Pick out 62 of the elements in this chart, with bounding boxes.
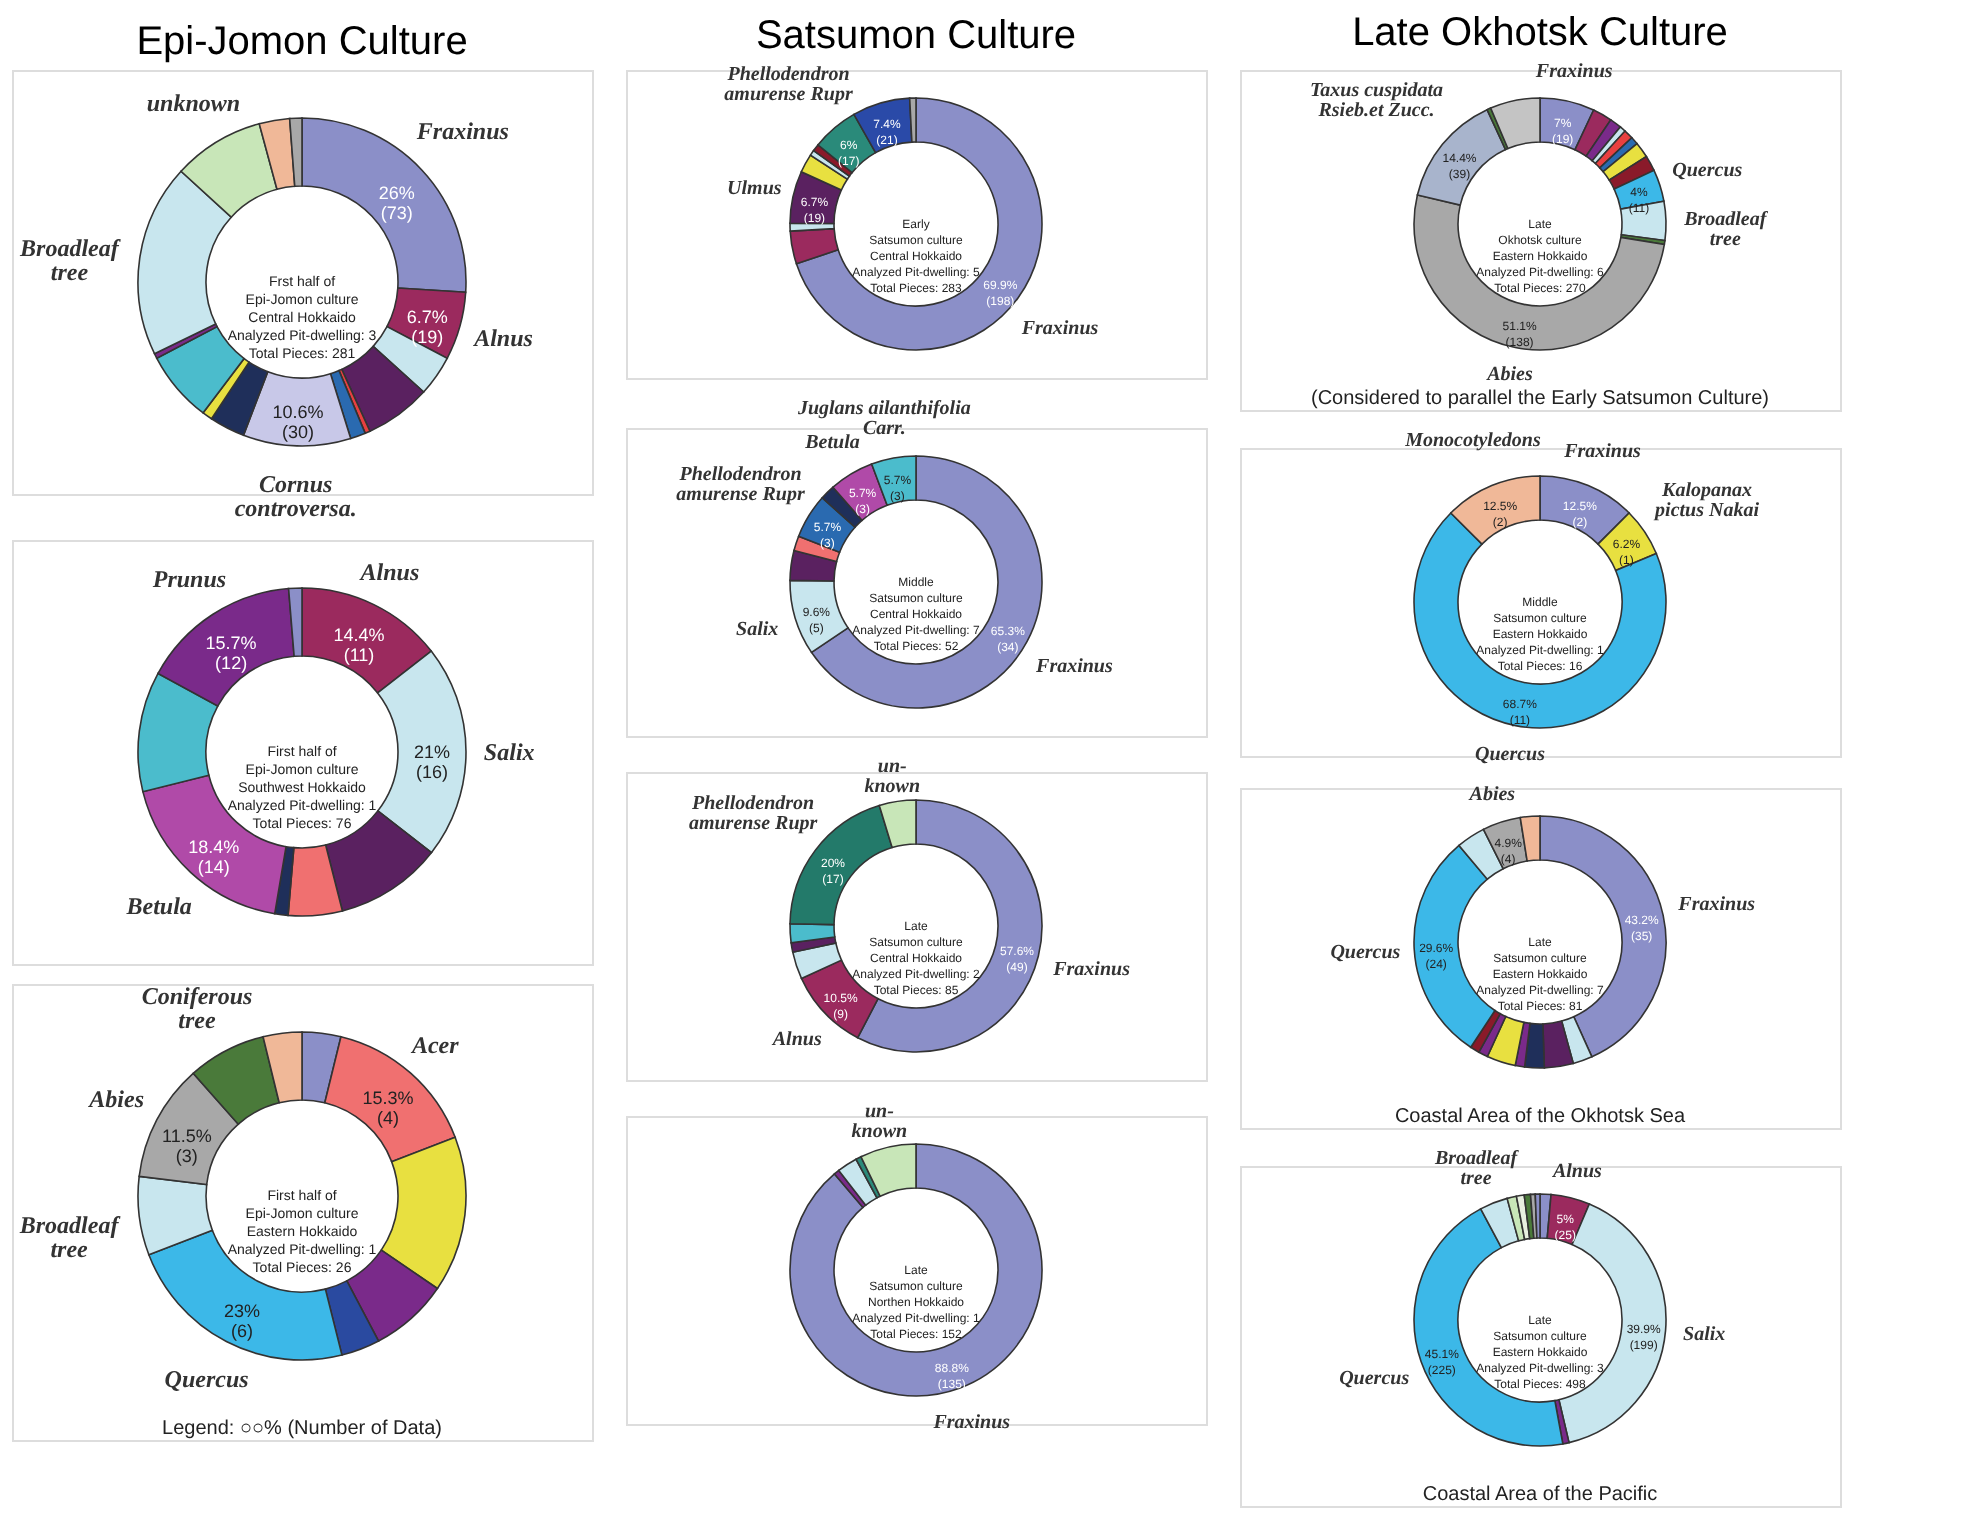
slice-label: Ulmus (727, 178, 782, 201)
slice-label: Alnus (358, 557, 420, 586)
slice-label: Fraxinus (1051, 959, 1131, 982)
slice-label: Coniferous tree (141, 981, 254, 1034)
data-label: 14.4% (11) (333, 625, 385, 666)
slice-label: Fraxinus (931, 1411, 1011, 1434)
text: Coastal Area of the Pacific (1422, 1484, 1658, 1506)
slice-label: Taxus cuspidata Rsieb.et Zucc. (1309, 80, 1444, 123)
slice-label: Broadleaf tree (18, 234, 121, 287)
slice-label: Salix (736, 619, 779, 642)
slice-label: Fraxinus (1019, 317, 1099, 340)
slice-label: Phellodendron amurense Rupr (724, 63, 853, 106)
slice-label: un- known (864, 756, 921, 799)
slice-label: Broadleaf tree (17, 1210, 121, 1263)
data-label: 18.4% (14) (188, 837, 240, 878)
donut-slice (1486, 1015, 1525, 1067)
slice-label: Broadleaf tree (1432, 1148, 1521, 1191)
slice-label: Quercus (1474, 743, 1546, 766)
slice-label: Phellodendron amurense Rupr (676, 463, 805, 506)
slice-label: Salix (483, 737, 535, 766)
slice-label: Fraxinus (1676, 893, 1756, 916)
slice-label: Fraxinus (1034, 656, 1113, 679)
slice-label: Prunus (152, 564, 227, 593)
slice-label: Quercus (1672, 160, 1743, 183)
slice-label: Alnus (770, 1028, 822, 1051)
slice-label: Alnus (1550, 1160, 1603, 1183)
slice-label: Fraxinus (1562, 441, 1642, 464)
donut-slice (837, 1158, 878, 1207)
slice-label: Abies (1467, 783, 1516, 806)
data-label: 6.7% (19) (406, 307, 448, 348)
slice-label: Fraxinus (414, 116, 510, 145)
data-label: 21% (16) (413, 741, 451, 782)
slice-label: un- known (851, 1100, 909, 1143)
chart-title: Late Okhotsk Culture (1352, 10, 1728, 55)
data-label: 23% (6) (224, 1301, 261, 1342)
chart-title: Epi-Jomon Culture (136, 20, 468, 64)
slice-label: Cornus controversa. (234, 470, 357, 523)
slice-label: Alnus (472, 324, 534, 353)
slice-label: Betula (124, 892, 192, 921)
slice-label: Quercus (1339, 1367, 1410, 1390)
slice-label: Broadleaf tree (1682, 209, 1770, 252)
slice-label: Phellodendron amurense Rupr (688, 793, 818, 836)
slice-label: Abies (87, 1084, 145, 1113)
slice-label: unknown (146, 89, 241, 118)
slice-label: Quercus (1330, 942, 1401, 965)
text: Legend: ○○% (Number of Data) (162, 1418, 442, 1440)
data-label: 10.6% (30) (272, 401, 324, 442)
slice-label: Salix (1683, 1323, 1726, 1346)
chart-title: Satsumon Culture (755, 13, 1077, 58)
data-label: 26% (73) (378, 183, 415, 224)
slice-label: Abies (1485, 363, 1533, 386)
slice-label: Quercus (164, 1365, 250, 1394)
text: (Considered to parallel the Early Satsumon Culture) (1311, 388, 1769, 410)
slice-label: Kalopanax pictus Nakai (1653, 480, 1760, 523)
data-label: 15.7% (12) (205, 633, 257, 674)
slice-label: Monocotyledons (1403, 430, 1541, 453)
slice-label: Acer (409, 1030, 460, 1059)
data-label: 15.3% (4) (362, 1088, 414, 1129)
data-label: 11.5% (3) (161, 1125, 212, 1166)
slice-label: Fraxinus (1533, 60, 1613, 83)
text: Coastal Area of the Okhotsk Sea (1394, 1106, 1686, 1128)
donut-slice (789, 1143, 1043, 1397)
